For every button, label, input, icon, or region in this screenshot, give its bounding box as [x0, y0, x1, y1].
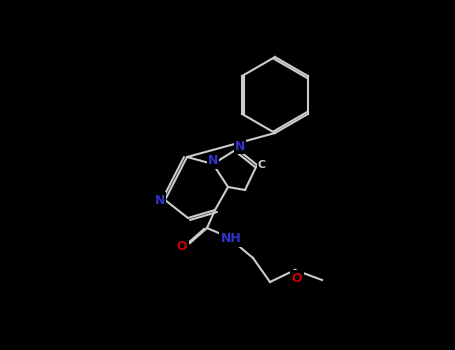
Text: C: C: [258, 160, 266, 170]
Text: O: O: [177, 240, 187, 253]
Text: N: N: [155, 194, 165, 206]
Text: NH: NH: [221, 232, 241, 245]
Text: N: N: [235, 140, 245, 153]
Text: O: O: [292, 272, 302, 285]
Text: N: N: [208, 154, 218, 168]
